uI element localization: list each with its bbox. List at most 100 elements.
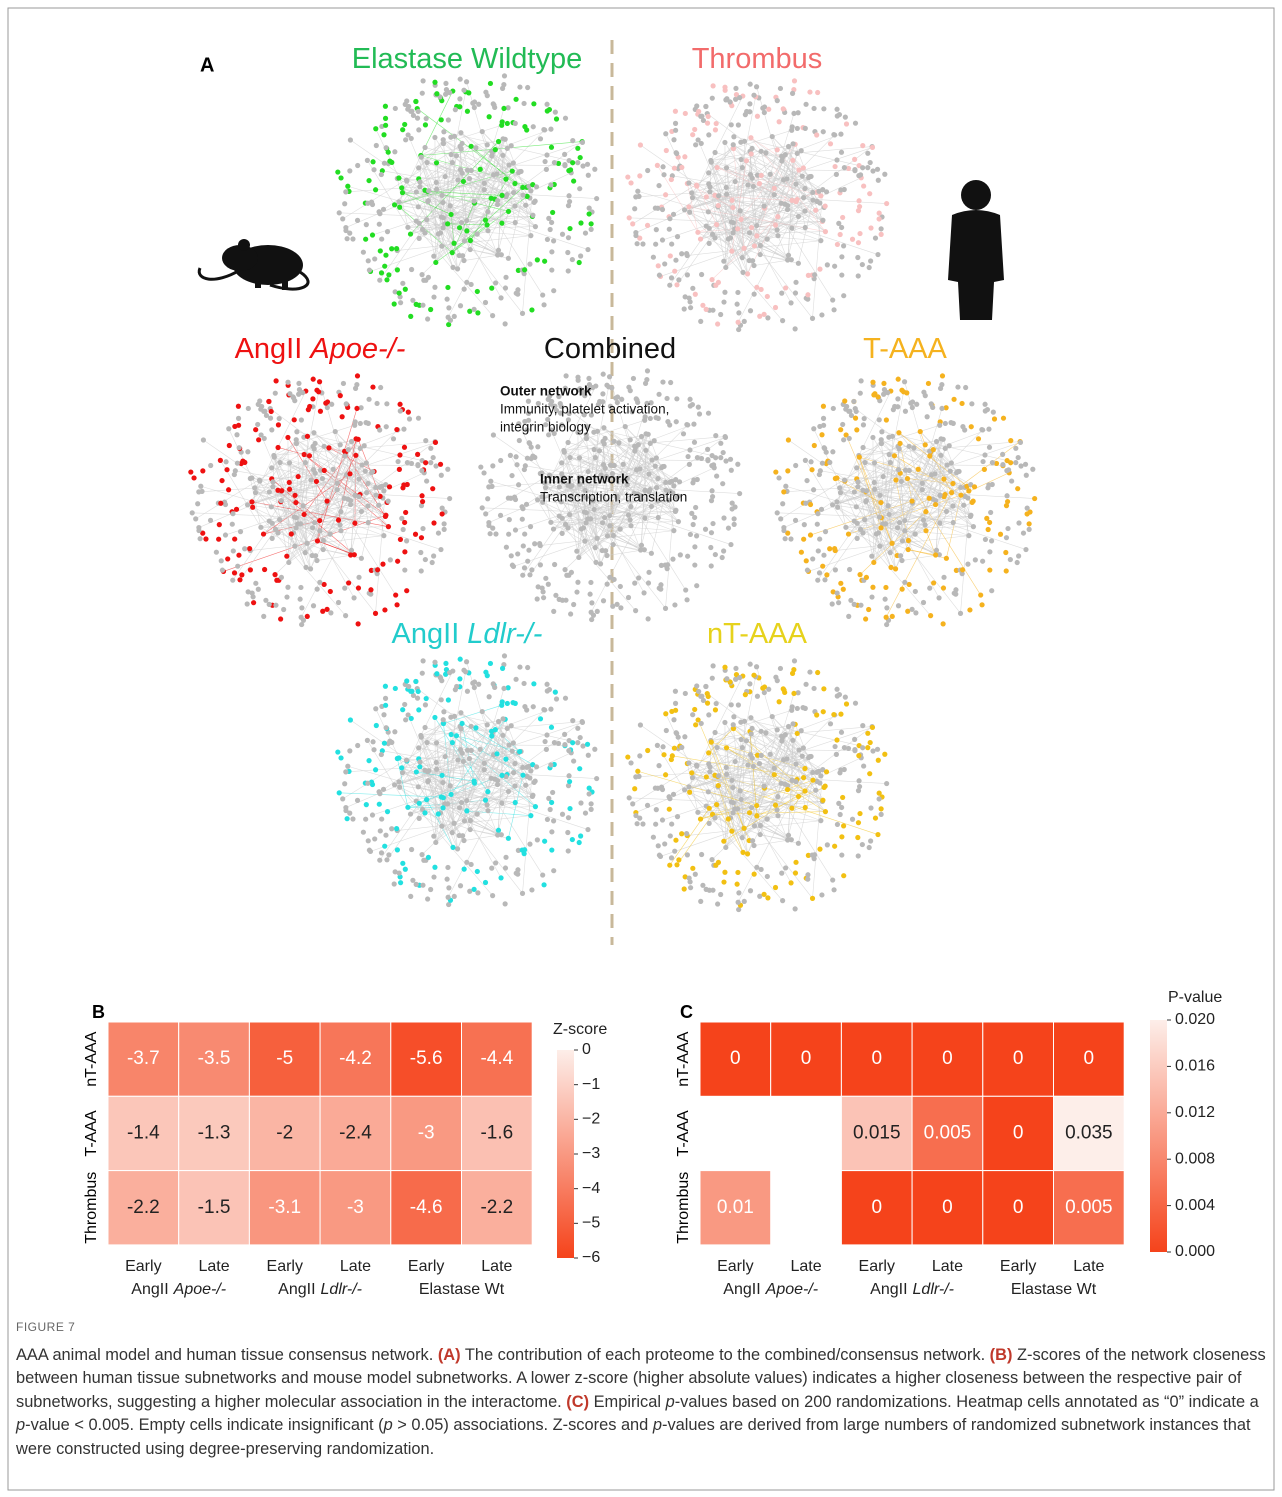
network-node: [591, 507, 596, 512]
network-node: [570, 718, 575, 723]
network-node: [685, 454, 690, 459]
network-node: [793, 870, 798, 875]
cell-label: -3: [347, 1197, 364, 1218]
network-node: [835, 590, 840, 595]
network-node: [990, 460, 995, 465]
network-node: [834, 157, 839, 162]
network-node: [694, 762, 699, 767]
network-node: [488, 81, 493, 86]
network-node: [487, 694, 492, 699]
network-node: [537, 541, 542, 546]
network-node: [540, 872, 545, 877]
network-node: [857, 572, 862, 577]
network-title-italic: Ldlr-/-: [467, 618, 542, 650]
network-node: [569, 570, 574, 575]
network-node: [377, 222, 382, 227]
network-node: [196, 489, 201, 494]
network-node: [878, 500, 883, 505]
network-node: [323, 401, 328, 406]
network-node: [601, 372, 606, 377]
network-node: [675, 234, 680, 239]
network-node: [862, 517, 867, 522]
network-node: [493, 860, 498, 865]
network-node: [322, 468, 327, 473]
network-node: [356, 621, 361, 626]
network-node: [773, 885, 778, 890]
network-node: [747, 681, 752, 686]
network-node: [819, 432, 824, 437]
network-node: [712, 815, 717, 820]
network-node: [336, 600, 341, 605]
network-node: [640, 821, 645, 826]
network-node: [1016, 455, 1021, 460]
network-node: [869, 594, 874, 599]
colorbar-tick-label: −2: [582, 1111, 600, 1128]
network-node: [654, 807, 659, 812]
group-italic: Ldlr-/-: [321, 1281, 363, 1298]
network-node: [913, 610, 918, 615]
network-node: [440, 506, 445, 511]
network-node: [687, 210, 692, 215]
network-node: [454, 153, 459, 158]
network-node: [389, 246, 394, 251]
network-node: [875, 747, 880, 752]
network-node: [730, 205, 735, 210]
network-node: [512, 761, 517, 766]
network-node: [614, 602, 619, 607]
network-node: [562, 742, 567, 747]
cell-label: -2: [276, 1122, 293, 1143]
network-title: Thrombus: [692, 43, 823, 75]
group-label: Elastase Wt: [1011, 1281, 1097, 1298]
network-node: [706, 712, 711, 717]
network-node: [636, 575, 641, 580]
network-node: [400, 770, 405, 775]
column-label: Early: [859, 1258, 895, 1275]
network-node: [739, 157, 744, 162]
network-node: [333, 429, 338, 434]
network-node: [355, 743, 360, 748]
network-node: [540, 585, 545, 590]
network-node: [434, 740, 439, 745]
network-node: [710, 308, 715, 313]
network-node: [645, 223, 650, 228]
network-node: [250, 505, 255, 510]
network-node: [668, 380, 673, 385]
network-node: [793, 860, 798, 865]
network-node: [464, 218, 469, 223]
cell-label: -2.2: [127, 1197, 160, 1218]
network-node: [777, 699, 782, 704]
network-node: [262, 436, 267, 441]
network-node: [462, 238, 467, 243]
network-node: [578, 155, 583, 160]
network-node: [506, 836, 511, 841]
network-node: [821, 553, 826, 558]
network-node: [716, 193, 721, 198]
network-node: [445, 877, 450, 882]
network-node: [830, 502, 835, 507]
network-node: [842, 477, 847, 482]
network-node: [545, 237, 550, 242]
caption-text: Empirical: [589, 1393, 666, 1411]
network-node: [585, 247, 590, 252]
network-node: [672, 849, 677, 854]
network-node: [348, 137, 353, 142]
network-node: [1013, 460, 1018, 465]
network-node: [510, 563, 515, 568]
network-node: [962, 427, 967, 432]
network-node: [875, 167, 880, 172]
network-node: [370, 782, 375, 787]
network-node: [373, 126, 378, 131]
network-node: [834, 172, 839, 177]
network-node: [415, 462, 420, 467]
network-node: [381, 533, 386, 538]
network-node: [405, 805, 410, 810]
network-node: [1000, 452, 1005, 457]
network-node: [421, 78, 426, 83]
network-node: [969, 424, 974, 429]
network-node: [490, 463, 495, 468]
network-node: [758, 832, 763, 837]
network-node: [496, 248, 501, 253]
group-name: Elastase Wt: [419, 1281, 505, 1298]
network-node: [817, 472, 822, 477]
network-node: [726, 236, 731, 241]
